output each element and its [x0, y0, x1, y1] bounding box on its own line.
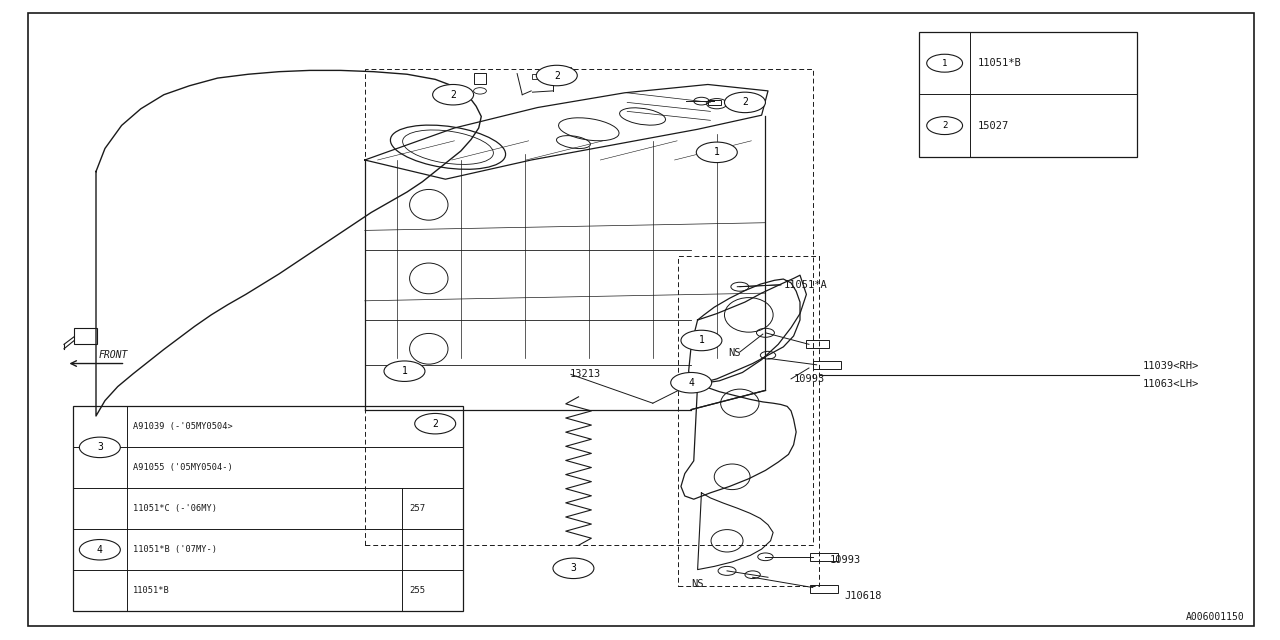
- Text: 2: 2: [942, 121, 947, 130]
- Bar: [74, 328, 97, 344]
- Circle shape: [384, 361, 425, 381]
- Bar: [810, 553, 838, 561]
- Text: 15027: 15027: [978, 120, 1009, 131]
- Text: 11051*B: 11051*B: [133, 586, 170, 595]
- Text: FRONT: FRONT: [99, 350, 128, 360]
- Text: A91039 (-'05MY0504>: A91039 (-'05MY0504>: [133, 422, 233, 431]
- Text: 1: 1: [942, 59, 947, 68]
- Text: 11039<RH>: 11039<RH>: [1143, 361, 1199, 371]
- Circle shape: [415, 413, 456, 434]
- Bar: [810, 585, 838, 593]
- Text: 1: 1: [714, 147, 719, 157]
- Circle shape: [724, 92, 765, 113]
- Text: A91055 ('05MY0504-): A91055 ('05MY0504-): [133, 463, 233, 472]
- Circle shape: [696, 142, 737, 163]
- Bar: [919, 32, 1137, 157]
- Text: A006001150: A006001150: [1185, 612, 1244, 622]
- Text: 2: 2: [554, 70, 559, 81]
- Circle shape: [536, 65, 577, 86]
- Text: 11051*B: 11051*B: [978, 58, 1021, 68]
- Text: J10618: J10618: [845, 591, 882, 602]
- Circle shape: [433, 84, 474, 105]
- Text: NS: NS: [728, 348, 741, 358]
- Text: 3: 3: [97, 442, 102, 452]
- Text: 13213: 13213: [570, 369, 600, 380]
- Text: 2: 2: [742, 97, 748, 108]
- Circle shape: [671, 372, 712, 393]
- Text: 11051*B ('07MY-): 11051*B ('07MY-): [133, 545, 218, 554]
- Bar: [474, 73, 486, 84]
- Circle shape: [79, 437, 120, 458]
- Text: 2: 2: [451, 90, 456, 100]
- Text: 4: 4: [689, 378, 694, 388]
- Circle shape: [927, 54, 963, 72]
- Text: 13214: 13214: [543, 67, 573, 77]
- Text: 1: 1: [699, 335, 704, 346]
- Text: 10993: 10993: [794, 374, 824, 384]
- Text: 10993: 10993: [829, 555, 860, 565]
- Text: 11063<LH>: 11063<LH>: [1143, 379, 1199, 389]
- Text: 1: 1: [402, 366, 407, 376]
- Text: 255: 255: [410, 586, 426, 595]
- Bar: [813, 361, 841, 369]
- Bar: [73, 406, 463, 611]
- Text: 11051*C (-'06MY): 11051*C (-'06MY): [133, 504, 218, 513]
- Bar: [806, 340, 829, 348]
- Text: 3: 3: [571, 563, 576, 573]
- Text: 2: 2: [433, 419, 438, 429]
- Circle shape: [927, 116, 963, 134]
- Circle shape: [681, 330, 722, 351]
- Bar: [708, 100, 721, 105]
- Text: 257: 257: [410, 504, 426, 513]
- Circle shape: [553, 558, 594, 579]
- Text: 4: 4: [97, 545, 102, 555]
- Circle shape: [79, 540, 120, 560]
- Text: 11051*A: 11051*A: [783, 280, 827, 290]
- Bar: [532, 74, 548, 79]
- Text: NS: NS: [691, 579, 704, 589]
